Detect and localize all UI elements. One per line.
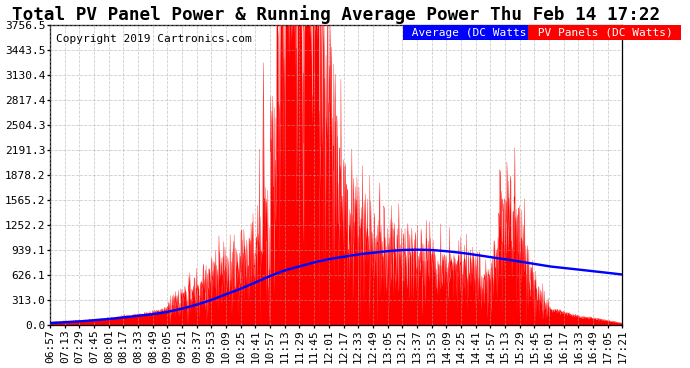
- Text: Average (DC Watts): Average (DC Watts): [405, 28, 540, 38]
- Text: PV Panels (DC Watts): PV Panels (DC Watts): [531, 28, 679, 38]
- Title: Total PV Panel Power & Running Average Power Thu Feb 14 17:22: Total PV Panel Power & Running Average P…: [12, 5, 660, 24]
- Text: Copyright 2019 Cartronics.com: Copyright 2019 Cartronics.com: [56, 33, 252, 43]
